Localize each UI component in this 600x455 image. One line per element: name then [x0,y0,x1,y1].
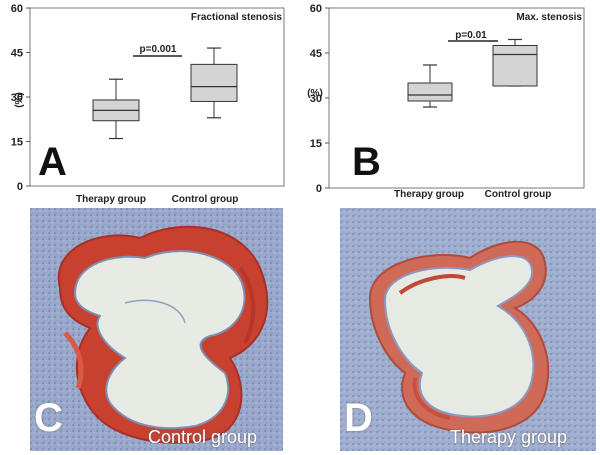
box-control [190,47,238,119]
iqr-box [492,45,538,87]
category-label-control: Control group [172,194,239,205]
y-tick-label: 45 [11,48,23,60]
panel-letter-c: C [34,396,63,440]
plot-frame [29,7,285,187]
chart-panel-a: 0 15 30 45 60 Fractional stenosis (%) A Ther… [0,0,300,210]
chart-title: Fractional stenosis [191,12,283,23]
y-tick-label: 60 [310,3,322,15]
chart-panel-b: 0 15 30 45 60 Max. stenosis (%) B Therapy gr… [300,0,600,210]
boxplot-a: 0 15 30 45 60 Fractional stenosis (%) A Ther… [11,3,285,205]
histology-image-therapy: D Therapy group [340,208,596,451]
y-axis-label: (%) [14,92,25,108]
photo-caption-control: Control group [148,427,258,447]
panel-letter-d: D [344,396,373,440]
box-therapy [92,78,140,140]
boxplot-b: 0 15 30 45 60 Max. stenosis (%) B Therapy gr… [307,3,585,200]
y-axis-label: (%) [307,88,323,99]
p-value-label: p=0.001 [140,44,177,55]
category-label-therapy: Therapy group [76,194,146,205]
y-tick-label: 0 [17,181,23,193]
y-tick-label: 30 [310,93,322,105]
category-label-control: Control group [485,189,552,200]
photo-caption-therapy: Therapy group [450,427,568,447]
y-tick-label: 15 [11,137,23,149]
y-tick-label: 30 [11,92,23,104]
histology-image-control: C Control group [30,208,283,451]
p-value-label: p=0.01 [455,30,487,41]
y-tick-label: 15 [310,138,322,150]
y-tick-label: 45 [310,48,322,60]
iqr-box [407,82,453,102]
y-tick-label: 0 [316,183,322,195]
box-control [492,38,538,87]
panel-letter: A [38,140,67,184]
panel-letter: B [352,140,381,184]
iqr-box [190,63,238,102]
y-tick-label: 60 [11,3,23,15]
chart-title: Max. stenosis [516,12,582,23]
box-therapy [407,64,453,108]
category-label-therapy: Therapy group [394,189,464,200]
